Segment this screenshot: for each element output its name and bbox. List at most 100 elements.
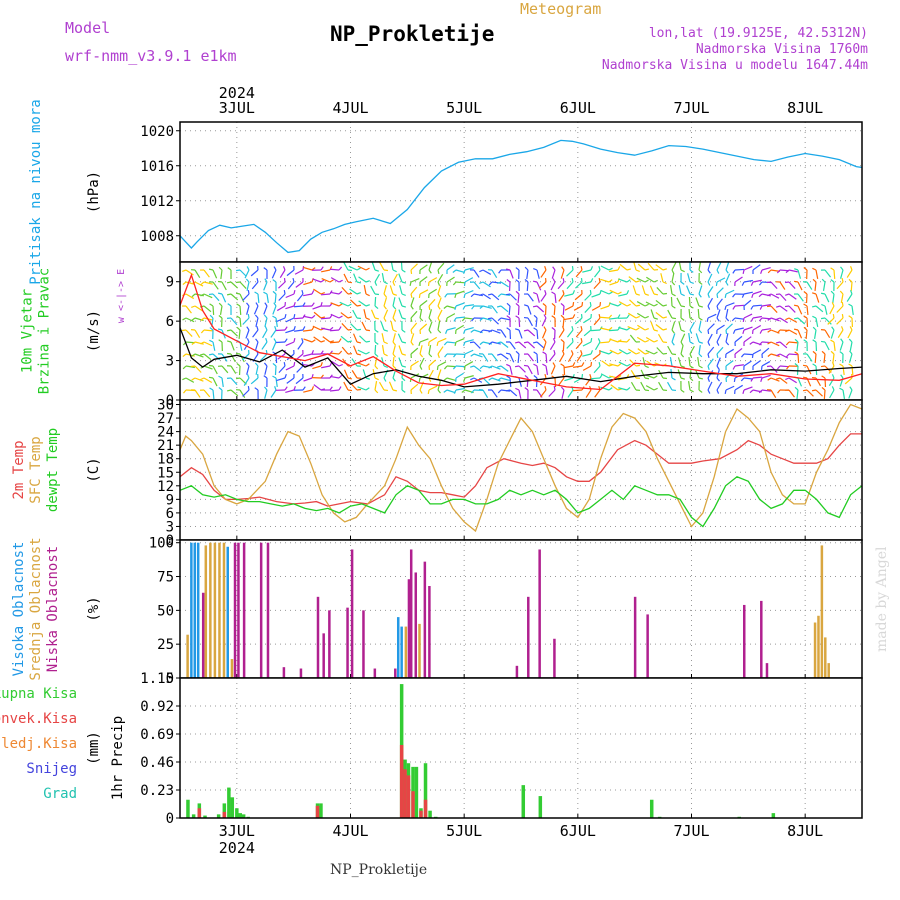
wind-barb [349,288,358,295]
wind-barb-feather [462,269,466,274]
wind-barb-feather [338,350,343,355]
bar-visoka-oblacnost [400,626,403,678]
wind-barb-feather [190,365,196,368]
day-label-top: 5JUL [446,99,482,117]
wind-barb-feather [767,269,772,274]
precip-legend-item: Grad [43,786,77,802]
wind-barb [743,336,752,343]
wind-barb-feather [217,280,223,283]
wind-barb [491,317,499,325]
wind-barb [585,377,592,386]
wind-barb-feather [497,353,502,356]
wind-barb-feather [750,281,754,286]
wind-barb-feather [461,317,466,322]
wind-barb-feather [767,353,772,357]
wind-barb [698,321,702,331]
wind-barb-feather [329,326,334,331]
wind-barb-feather [590,278,594,283]
wind-barb [637,324,646,331]
wind-barb-feather [680,305,686,308]
wind-barb [212,377,218,387]
bar-srednja-oblacnost [204,545,208,678]
wind-barb [428,298,436,307]
wind-barb-feather [200,317,205,322]
wind-barb-feather [329,340,334,343]
wind-barb-feather [542,351,547,355]
wind-barb-feather [265,338,268,343]
wind-barb [428,261,433,271]
wind-barb [464,349,474,355]
wind-barb-feather [226,293,232,296]
wind-barb [527,341,536,349]
bar-visoka-oblacnost [193,542,197,678]
wind-barb-feather [841,301,844,307]
wind-barb-feather [741,281,745,286]
wind-barb-feather [832,362,835,367]
wind-barb [285,317,295,323]
wind-barb [242,389,250,397]
wind-barb-feather [246,326,250,331]
bar-niska-oblacnost [237,542,240,678]
wind-barb [194,353,204,358]
wind-barb-feather [347,281,353,284]
y-tick-label: 6 [166,506,174,522]
day-label-top: 4JUL [332,99,368,117]
wind-barb [814,353,817,364]
wind-barb-feather [635,269,640,272]
wind-barb-feather [776,305,781,308]
wind-barb [285,365,295,371]
wind-barb [285,293,295,299]
wind-barb [716,287,724,295]
wind-barb [194,269,201,278]
bar-visoka-oblacnost [396,617,400,678]
wind-barb-feather [356,353,362,356]
wind-barb [374,344,377,355]
wind-barb-feather [533,363,538,367]
wind-barb-feather [689,293,695,296]
wind-barb [221,377,224,387]
wind-barb [815,317,819,327]
wind-barb [716,333,722,343]
wind-barb-feather [581,301,584,307]
wind-barb-feather [392,341,396,346]
wind-barb-feather [410,293,413,299]
y-axis-label: 1hr Precip [110,716,126,800]
wind-barb [584,293,592,301]
wind-barb-feather [608,291,613,295]
wind-barb [275,341,286,344]
wind-barb-feather [515,279,520,283]
wind-barb [618,278,628,283]
wind-barb [697,308,700,319]
wind-barb [388,381,394,391]
wind-barb [824,317,832,325]
wind-barb [500,281,509,288]
wind-barb [185,317,195,323]
wind-barb-feather [255,302,259,307]
wind-barb-feather [454,341,457,347]
wind-barb-feather [830,350,835,355]
wind-barb-feather [803,267,808,271]
wind-barb-feather [589,289,592,295]
wind-barb [500,341,509,348]
wind-barb [244,269,250,279]
wind-barb-feather [848,303,853,307]
wind-barb [600,289,610,295]
wind-barb [266,293,269,303]
y-tick-label: 30 [157,398,174,414]
wind-barb [645,349,655,355]
bar-ukupna-kisa [771,813,776,818]
wind-barb [321,269,331,273]
wind-barb-feather [849,350,853,355]
bar-visoka-oblacnost [196,542,200,678]
wind-barb-feather [392,353,396,358]
bar-visoka-oblacnost [226,546,229,678]
wind-barb [194,281,204,287]
wind-barb [836,317,844,325]
wind-barb-feather [543,314,547,319]
wind-barb-feather [707,389,711,394]
wind-barb [379,261,385,271]
wind-barb-feather [794,268,799,271]
wind-barb [678,285,682,295]
wind-barb-feather [410,341,414,346]
wind-barb-feather [356,341,362,344]
